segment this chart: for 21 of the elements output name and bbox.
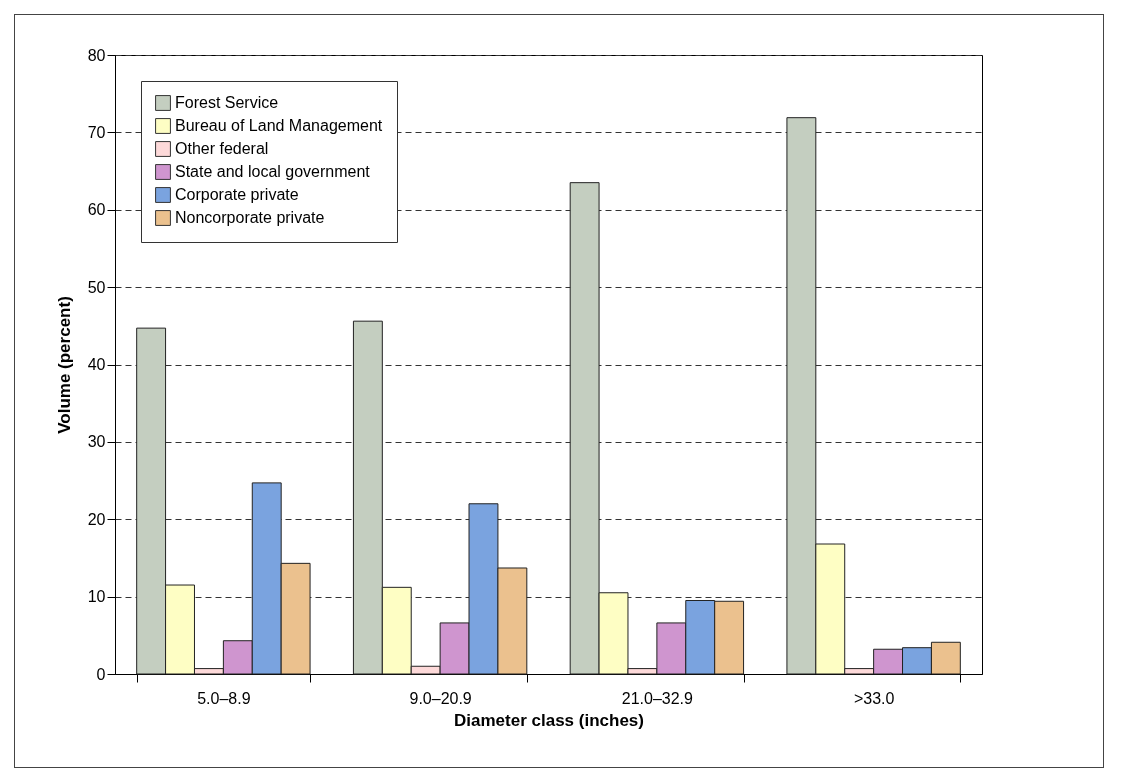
y-tick-label: 70 bbox=[87, 123, 106, 141]
legend-label: Other federal bbox=[175, 140, 269, 157]
x-tick-label: 9.0–20.9 bbox=[409, 689, 472, 707]
y-tick-label: 0 bbox=[96, 665, 106, 683]
x-tick-label: >33.0 bbox=[853, 689, 895, 707]
y-tick-label: 20 bbox=[87, 510, 106, 528]
x-tick-label: 5.0–8.9 bbox=[197, 689, 251, 707]
y-tick-label: 60 bbox=[87, 201, 106, 219]
y-tick-label: 40 bbox=[87, 356, 106, 373]
y-tick-label: 10 bbox=[87, 588, 106, 606]
y-tick-label: 80 bbox=[87, 46, 106, 64]
legend-label: Bureau of Land Management bbox=[175, 117, 383, 134]
y-axis-title: Volume (percent) bbox=[54, 296, 74, 434]
legend-label: Forest Service bbox=[175, 94, 279, 111]
y-tick-label: 50 bbox=[87, 278, 106, 296]
legend-label: State and local government bbox=[175, 163, 371, 180]
legend-label: Corporate private bbox=[175, 186, 299, 203]
y-tick-label: 30 bbox=[87, 433, 106, 451]
x-tick-label: 21.0–32.9 bbox=[621, 689, 694, 707]
x-axis-title: Diameter class (inches) bbox=[454, 710, 644, 730]
legend-label: Noncorporate private bbox=[175, 209, 325, 226]
